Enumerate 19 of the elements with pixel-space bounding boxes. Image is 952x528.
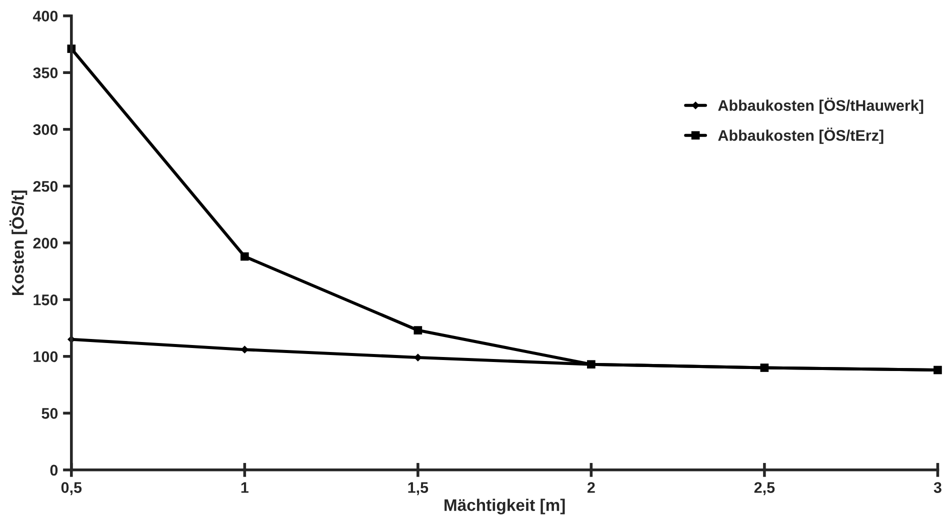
x-tick-label: 3 <box>934 482 942 493</box>
y-tick-label: 50 <box>42 408 58 419</box>
legend-label: Abbaukosten [ÖS/tErz] <box>718 128 884 144</box>
y-tick-label: 100 <box>34 351 58 362</box>
x-axis-title: Mächtigkeit [m] <box>444 498 565 514</box>
x-tick-label: 1,5 <box>408 482 428 496</box>
y-tick-label: 150 <box>34 294 58 306</box>
y-axis-title: Kosten [ÖS/t] <box>9 190 28 295</box>
y-tick-label: 250 <box>33 180 58 192</box>
legend-label: Abbaukosten [ÖS/tHauwerk] <box>718 98 924 114</box>
x-tick-label: 1 <box>241 482 248 493</box>
y-tick-label: 0 <box>50 464 58 476</box>
y-tick-label: 200 <box>33 238 58 249</box>
x-tick-label: 0,5 <box>61 482 82 496</box>
y-tick-label: 300 <box>33 124 58 136</box>
y-tick-label: 350 <box>33 67 58 78</box>
x-tick-label: 2,5 <box>754 482 775 496</box>
x-tick-label: 2 <box>587 482 595 493</box>
y-tick-label: 400 <box>32 10 58 22</box>
